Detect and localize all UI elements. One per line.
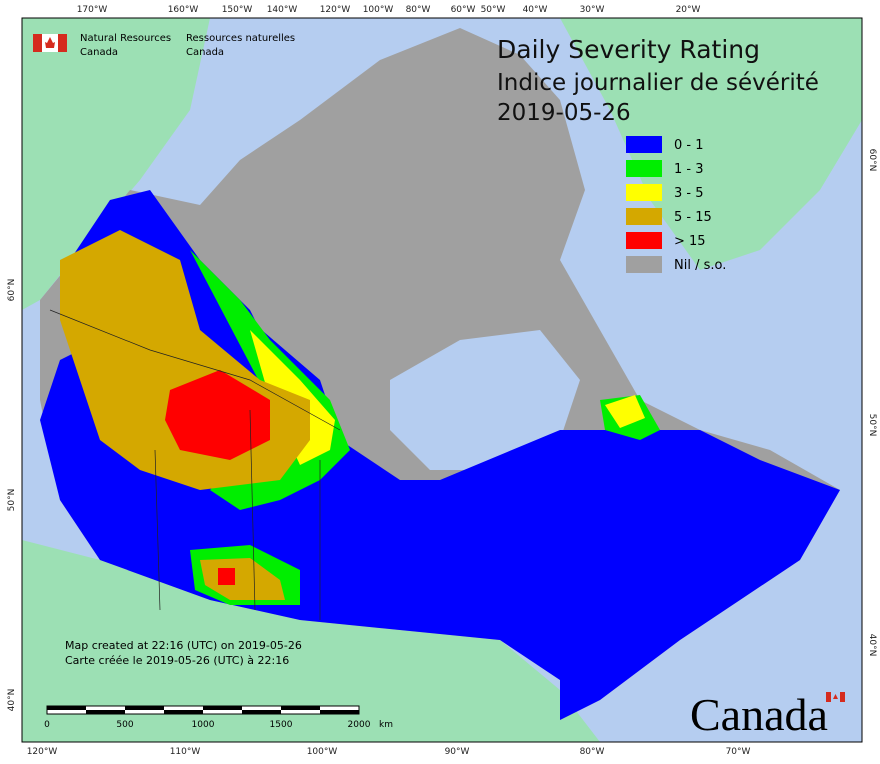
graticule-label: 50°N — [867, 414, 877, 437]
graticule-label: 40°W — [523, 5, 548, 15]
graticule-labels: 170°W 160°W 150°W 140°W 120°W 100°W 80°W 60°W 50… — [7, 5, 877, 757]
hudson-bay — [390, 330, 580, 470]
legend: 0 - 1 1 - 3 3 - 5 5 - 15 > 15 Nil / s.o. — [626, 136, 726, 273]
graticule-label: 100°W — [363, 5, 394, 15]
zone-south-red — [218, 568, 235, 585]
legend-swatch — [626, 184, 662, 201]
land-greenland — [560, 18, 862, 270]
scale-segment — [203, 706, 242, 710]
graticule-label: 60°N — [867, 149, 877, 172]
zone-labrador-yellow — [605, 395, 645, 428]
legend-swatch — [626, 208, 662, 225]
graticule-label: 50°W — [481, 5, 506, 15]
scale-segment — [320, 710, 359, 714]
graticule-label: 50°N — [7, 489, 17, 512]
province-borders — [49, 309, 341, 431]
legend-swatch — [626, 160, 662, 177]
graticule-label: 40°N — [867, 634, 877, 657]
scale-label: 0 — [44, 720, 50, 730]
land-alaska — [22, 18, 210, 310]
graticule-label: 140°W — [267, 5, 298, 15]
graticule-label: 40°N — [7, 689, 17, 712]
legend-swatch — [626, 136, 662, 153]
legend-label: 3 - 5 — [674, 186, 704, 201]
scale-segment — [242, 710, 281, 714]
scale-segment — [47, 706, 86, 710]
graticule-label: 70°W — [726, 747, 751, 757]
scale-unit: km — [379, 720, 393, 730]
nrcan-signature: Natural Resources Canada Ressources natu… — [33, 33, 295, 58]
org-en: Natural Resources — [80, 33, 171, 44]
graticule-label: 110°W — [170, 747, 201, 757]
legend-label: Nil / s.o. — [674, 258, 726, 273]
org-fr: Canada — [186, 47, 224, 58]
graticule-label: 150°W — [222, 5, 253, 15]
map-frame — [21, 17, 863, 743]
graticule-label: 120°W — [27, 747, 58, 757]
legend-label: 0 - 1 — [674, 138, 704, 153]
credit: Carte créée le 2019-05-26 (UTC) à 22:16 — [65, 654, 289, 667]
scale-bar: 0 500 1000 1500 2000 km — [44, 705, 393, 730]
flag-leaf — [45, 37, 55, 48]
credit: Map created at 22:16 (UTC) on 2019-05-26 — [65, 639, 302, 652]
graticule-label: 30°W — [580, 5, 605, 15]
graticule-label: 90°W — [445, 747, 470, 757]
wordmark: Canada — [690, 689, 828, 740]
legend-label: > 15 — [674, 234, 706, 249]
flag-bar — [58, 34, 67, 52]
title: Daily Severity Rating — [497, 35, 760, 64]
graticule-label: 60°N — [7, 279, 17, 302]
org-fr: Ressources naturelles — [186, 33, 295, 44]
graticule-label: 60°W — [451, 5, 476, 15]
canada-wordmark: Canada — [690, 689, 845, 740]
title: Indice journalier de sévérité — [497, 70, 819, 96]
scale-segment — [125, 706, 164, 710]
graticule-label: 160°W — [168, 5, 199, 15]
legend-label: 5 - 15 — [674, 210, 712, 225]
legend-swatch — [626, 232, 662, 249]
scale-label: 1000 — [192, 720, 215, 730]
flag-leaf — [833, 694, 838, 699]
graticule-label: 20°W — [676, 5, 701, 15]
scale-segment — [281, 706, 320, 710]
scale-segment — [86, 710, 125, 714]
scale-label: 1500 — [270, 720, 293, 730]
province-borders — [249, 409, 256, 611]
flag-bar — [826, 692, 831, 702]
graticule-label: 170°W — [77, 5, 108, 15]
graticule-label: 80°W — [406, 5, 431, 15]
title-date: 2019-05-26 — [497, 100, 631, 126]
zone-red — [165, 370, 270, 460]
scale-label: 500 — [116, 720, 133, 730]
scale-label: 2000 — [348, 720, 371, 730]
flag-bar — [33, 34, 42, 52]
frame-border — [21, 17, 863, 743]
land-usa — [22, 540, 600, 742]
province-borders — [154, 449, 161, 611]
org-en: Canada — [80, 47, 118, 58]
legend-swatch — [626, 256, 662, 273]
graticule-label: 100°W — [307, 747, 338, 757]
flag-bar — [840, 692, 845, 702]
legend-label: 1 - 3 — [674, 162, 704, 177]
graticule-label: 120°W — [320, 5, 351, 15]
graticule-label: 80°W — [580, 747, 605, 757]
scale-segment — [164, 710, 203, 714]
